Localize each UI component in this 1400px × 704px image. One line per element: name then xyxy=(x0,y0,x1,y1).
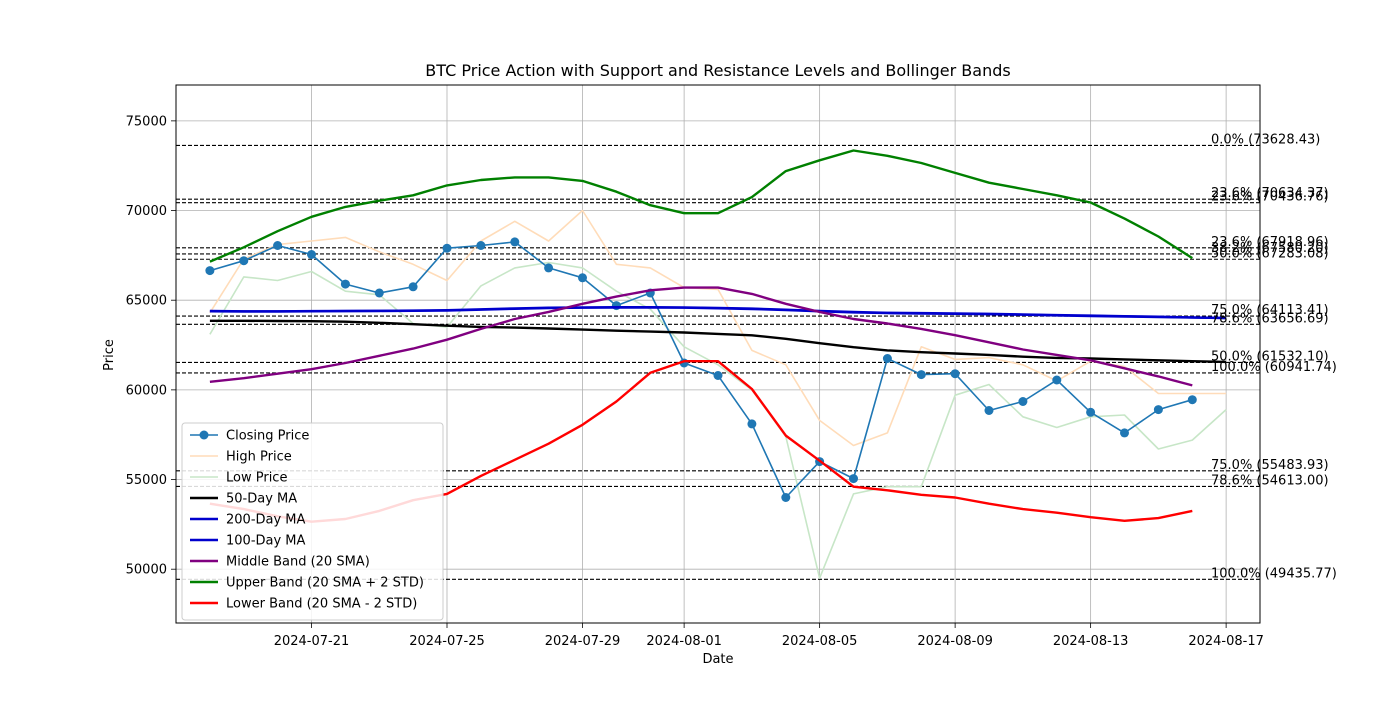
legend-label: Middle Band (20 SMA) xyxy=(226,555,370,570)
y-axis-label: Price xyxy=(102,339,117,371)
point-closing-price xyxy=(950,369,960,379)
point-closing-price xyxy=(1052,375,1062,385)
level-label: 38.2% (67580.20) xyxy=(1211,241,1329,256)
point-closing-price xyxy=(1018,397,1028,406)
point-closing-price xyxy=(476,241,486,250)
point-closing-price xyxy=(1187,395,1197,405)
y-tick-label: 70000 xyxy=(126,204,167,219)
point-closing-price xyxy=(1153,405,1163,415)
x-tick-label: 2024-08-17 xyxy=(1188,634,1264,649)
point-closing-price xyxy=(882,354,892,363)
y-tick-label: 75000 xyxy=(126,114,167,129)
plot-frame xyxy=(175,84,1261,624)
series-line-closing-price xyxy=(209,241,1193,499)
point-closing-price xyxy=(510,237,520,247)
point-closing-price xyxy=(205,266,215,276)
x-tick-label: 2024-08-01 xyxy=(646,634,722,649)
level-label: 0.0% (73628.43) xyxy=(1211,132,1320,147)
chart-title: BTC Price Action with Support and Resist… xyxy=(425,61,1010,80)
point-closing-price xyxy=(984,406,994,415)
x-tick-label: 2024-08-09 xyxy=(917,634,993,649)
level-label: 50.0% (67283.08) xyxy=(1211,246,1329,261)
legend-label: Upper Band (20 SMA + 2 STD) xyxy=(226,576,424,591)
y-tick-label: 50000 xyxy=(126,563,167,578)
point-closing-price xyxy=(239,256,249,266)
level-label: 23.6% (70436.76) xyxy=(1211,190,1329,205)
level-label: 75.0% (55483.93) xyxy=(1211,458,1329,473)
axis-ticks: 2024-07-21 2024-07-25 2024-07-29 2024-08-01… xyxy=(126,114,1264,649)
level-label: 50.0% (61532.10) xyxy=(1211,349,1329,364)
legend-label: 200-Day MA xyxy=(226,513,306,528)
point-closing-price xyxy=(1120,428,1129,438)
legend-marker xyxy=(199,430,209,440)
legend-label: Lower Band (20 SMA - 2 STD) xyxy=(226,597,417,612)
x-tick-label: 2024-07-25 xyxy=(409,634,485,649)
y-tick-label: 60000 xyxy=(126,383,167,398)
point-closing-price xyxy=(916,370,926,380)
level-label: 100.0% (49435.77) xyxy=(1211,566,1337,581)
point-closing-price xyxy=(340,279,350,289)
point-closing-price xyxy=(273,241,283,250)
y-tick-label: 65000 xyxy=(126,294,167,309)
point-closing-price xyxy=(713,371,723,380)
y-tick-label: 55000 xyxy=(126,473,167,488)
point-closing-price xyxy=(849,474,858,484)
point-closing-price xyxy=(747,419,757,429)
x-tick-label: 2024-07-29 xyxy=(545,634,621,649)
legend-label: 100-Day MA xyxy=(226,534,306,549)
level-label: 23.6% (70634.37) xyxy=(1211,186,1329,201)
legend-label: High Price xyxy=(226,450,292,465)
point-closing-price xyxy=(578,273,587,283)
level-label: 78.6% (54613.00) xyxy=(1211,473,1329,488)
legend-label: 50-Day MA xyxy=(226,492,297,507)
x-tick-label: 2024-08-05 xyxy=(782,634,858,649)
point-closing-price xyxy=(1086,407,1096,417)
legend-label: Closing Price xyxy=(226,429,309,444)
point-closing-price xyxy=(442,243,452,253)
point-closing-price xyxy=(307,250,316,259)
series-line-50-day-ma xyxy=(209,319,1227,364)
series-lines xyxy=(205,149,1227,580)
point-closing-price xyxy=(781,493,791,502)
level-label: 78.6% (63656.69) xyxy=(1211,311,1329,326)
legend-box xyxy=(181,422,444,621)
x-tick-label: 2024-08-13 xyxy=(1053,634,1129,649)
legend: Closing Price High Price Low Price 50-Day M… xyxy=(181,422,444,621)
legend-label: Low Price xyxy=(226,471,287,486)
series-line-middle-band-20-sma xyxy=(209,286,1193,387)
point-closing-price xyxy=(374,288,384,298)
level-label: 100.0% (60941.74) xyxy=(1211,360,1337,375)
level-labels: 0.0% (73628.43) 23.6% (70634.37)23.6% (70… xyxy=(1211,132,1337,581)
x-tick-label: 2024-07-21 xyxy=(274,634,350,649)
series-line-high-price xyxy=(209,209,1227,447)
x-axis-label: Date xyxy=(702,652,733,667)
level-label: 75.0% (64113.41) xyxy=(1211,303,1329,318)
point-closing-price xyxy=(544,263,554,273)
point-closing-price xyxy=(408,282,418,292)
series-line-100-day-ma xyxy=(209,306,1227,320)
level-label: 23.6% (67918.96) xyxy=(1211,235,1329,250)
series-line-upper-band-20-sma-2-std xyxy=(209,149,1193,263)
